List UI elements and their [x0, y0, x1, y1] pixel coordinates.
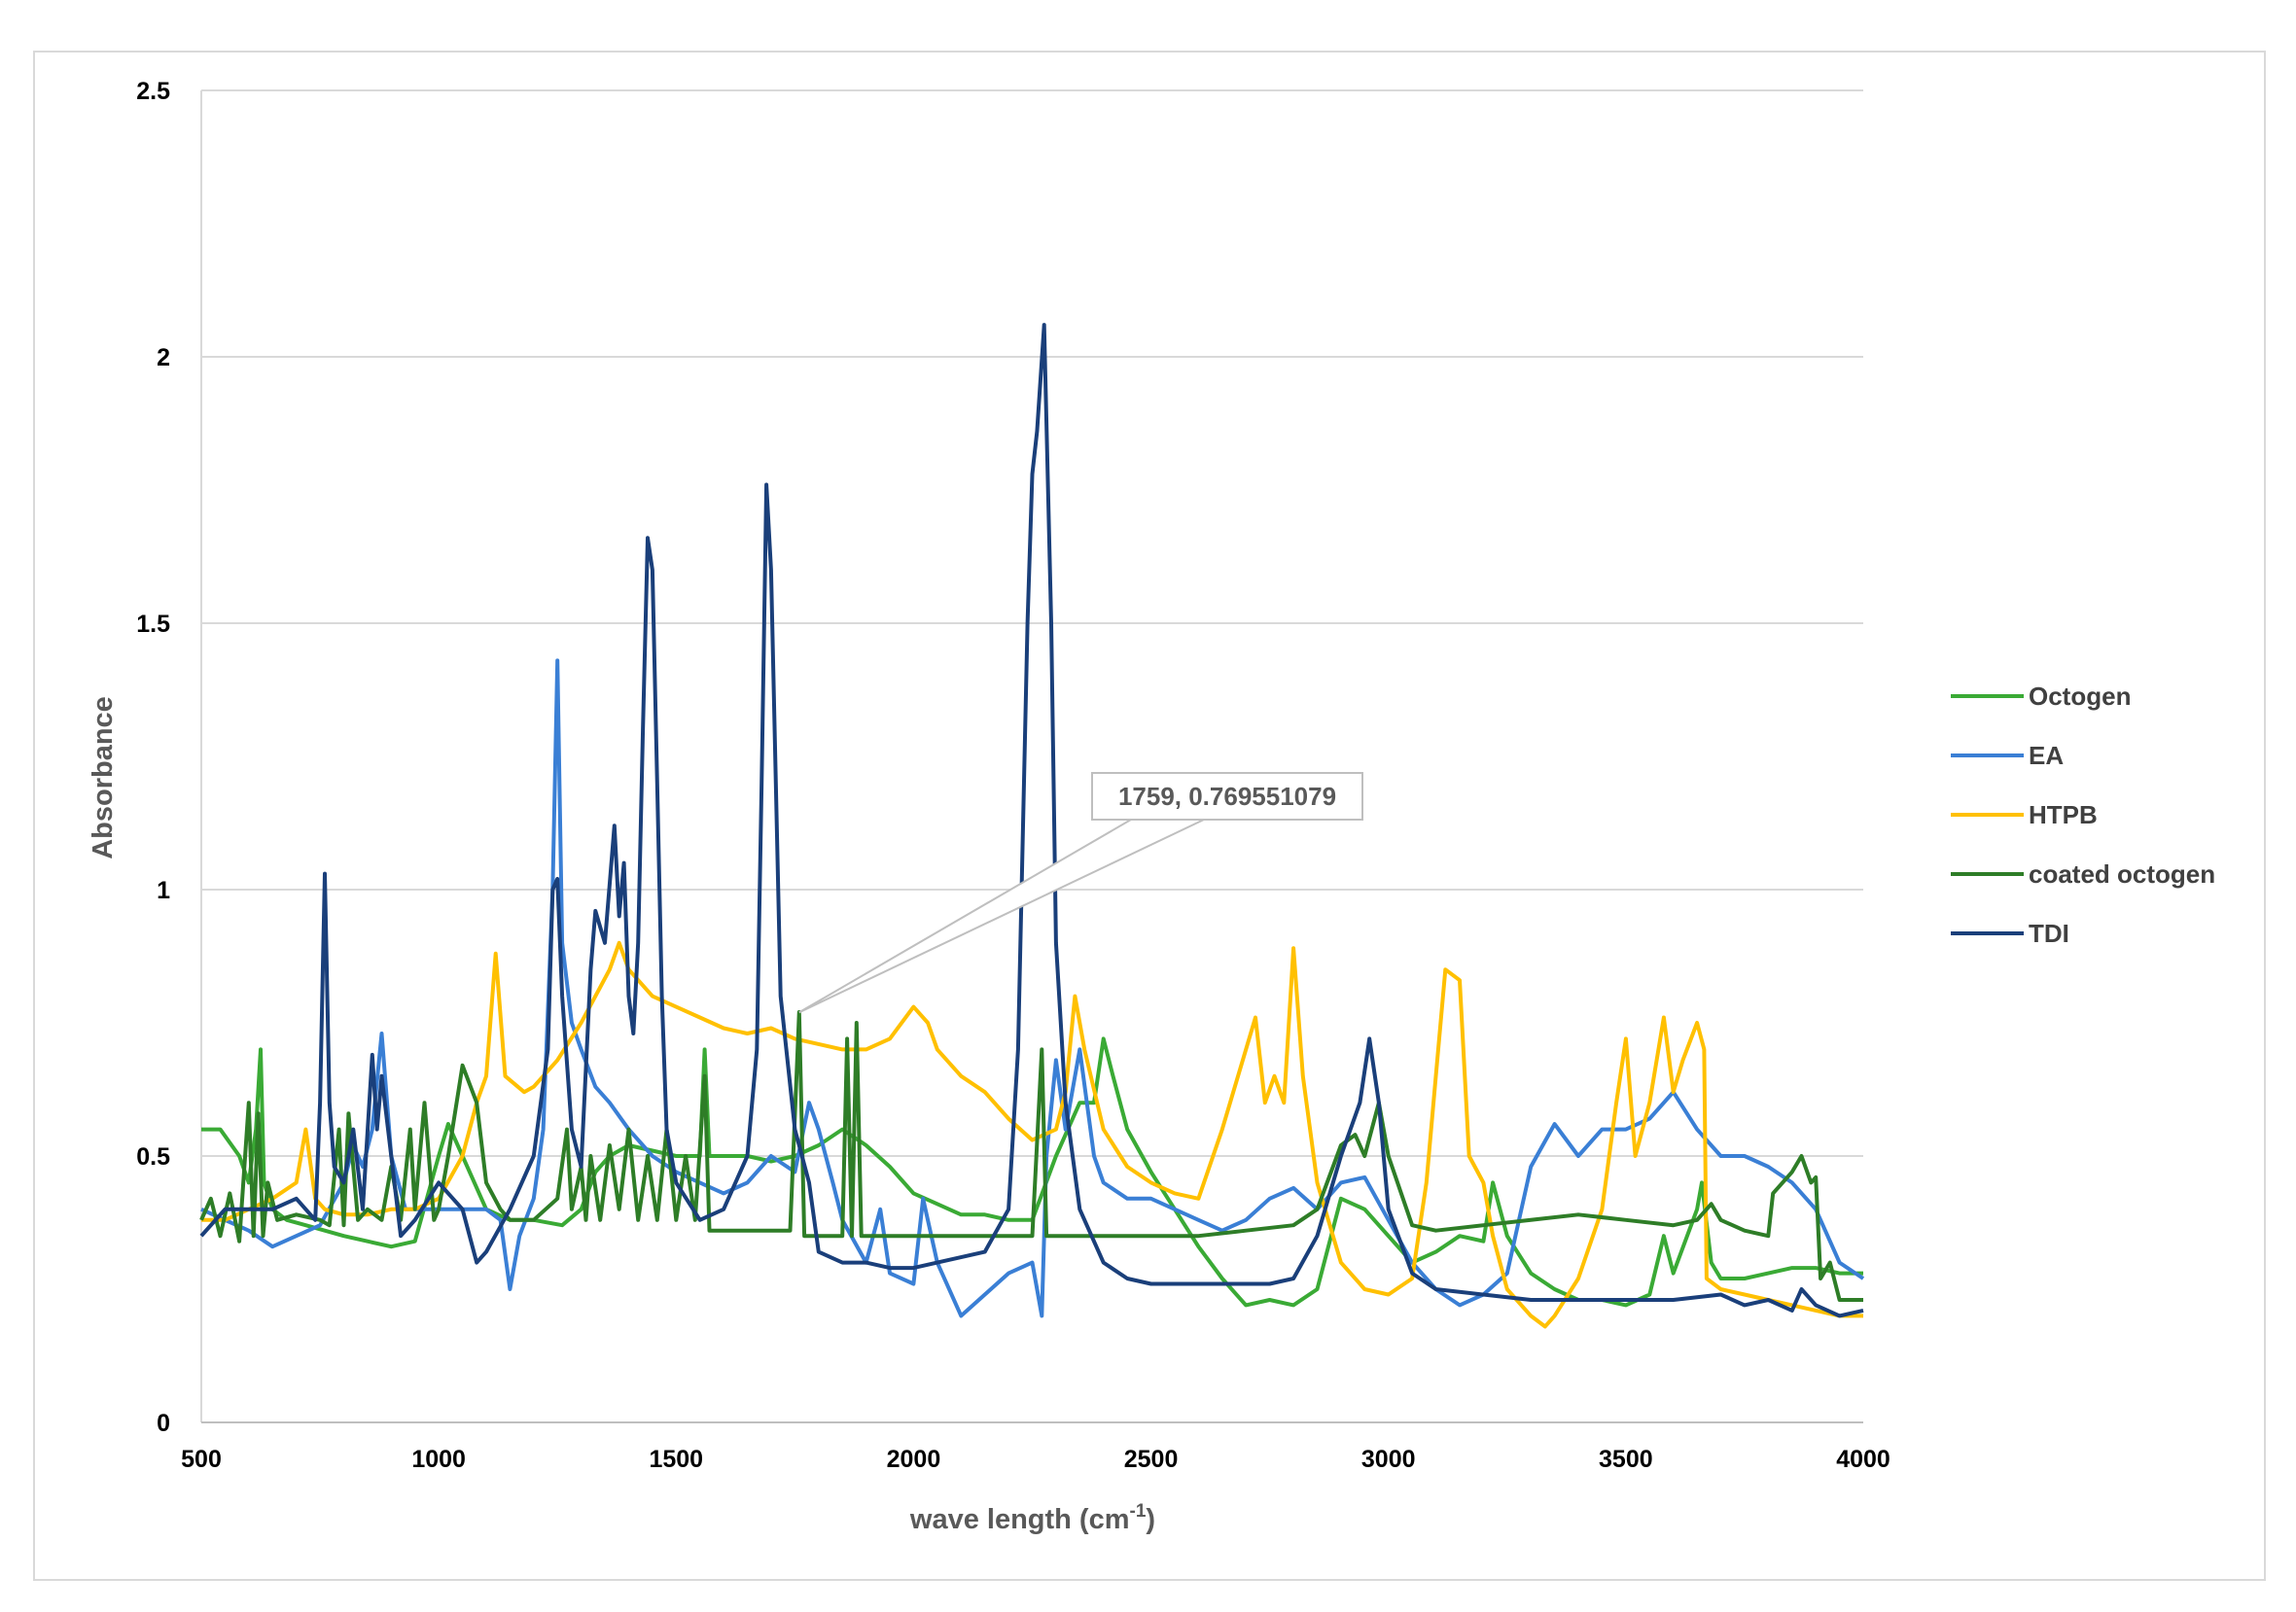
x-tick-label: 4000: [1836, 1446, 1890, 1473]
series-line-tdi: [199, 323, 1864, 1318]
legend-label: EA: [2029, 741, 2064, 770]
legend-label: HTPB: [2029, 800, 2098, 829]
x-axis-title: wave length (cm-1): [909, 1501, 1155, 1535]
legend: Octogen EA HTPB coated octogen TDI: [1951, 682, 2215, 948]
x-tick-label: 1000: [411, 1446, 466, 1473]
callout-label: 1759, 0.769551079: [1118, 782, 1336, 811]
series-lines: [199, 323, 1865, 1329]
y-axis-title: Absorbance: [88, 696, 119, 859]
x-axis-title-end: ): [1146, 1504, 1155, 1535]
y-tick-label: 2.5: [136, 78, 170, 105]
callout-pointer: [798, 819, 1205, 1014]
callout-box: [1091, 772, 1363, 821]
y-tick-label: 1: [157, 877, 170, 904]
legend-label: Octogen: [2029, 682, 2131, 711]
x-tick-labels: 500 1000 1500 2000 2500 3000 3500 4000: [181, 1446, 1890, 1473]
data-callout: 1759, 0.769551079: [798, 772, 1363, 1014]
y-tick-label: 0: [157, 1410, 170, 1437]
legend-label: coated octogen: [2029, 859, 2215, 889]
x-axis-title-main: wave length (cm: [909, 1504, 1130, 1535]
x-tick-label: 2500: [1124, 1446, 1179, 1473]
y-tick-label: 2: [157, 344, 170, 371]
x-tick-label: 3500: [1599, 1446, 1653, 1473]
x-tick-label: 500: [181, 1446, 222, 1473]
y-tick-labels: 0 0.5 1 1.5 2 2.5: [136, 78, 170, 1437]
x-tick-label: 3000: [1361, 1446, 1416, 1473]
x-tick-label: 1500: [649, 1446, 703, 1473]
series-line-coated-octogen: [199, 1010, 1863, 1302]
y-tick-label: 1.5: [136, 611, 170, 638]
x-axis-title-sup: -1: [1130, 1501, 1147, 1522]
x-tick-label: 2000: [887, 1446, 941, 1473]
series-line-ea: [200, 658, 1865, 1318]
series-line-htpb: [201, 940, 1863, 1329]
legend-label: TDI: [2029, 919, 2069, 948]
y-tick-label: 0.5: [136, 1143, 170, 1171]
gridlines: [200, 89, 1863, 1423]
